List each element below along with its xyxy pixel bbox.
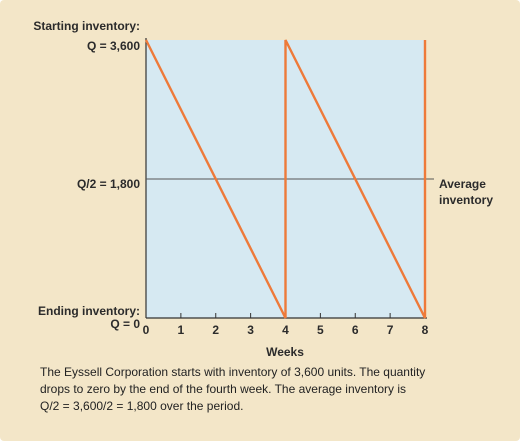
x-axis-title: Weeks: [266, 345, 304, 359]
x-tick-label: 6: [352, 323, 359, 337]
figure-caption: The Eyssell Corporation starts with inve…: [40, 364, 460, 415]
average-inventory-label-line2: inventory: [439, 193, 493, 207]
caption-line-1: The Eyssell Corporation starts with inve…: [40, 365, 426, 379]
x-tick-label: 8: [422, 323, 429, 337]
x-tick-label: 3: [247, 323, 254, 337]
average-inventory-label-line1: Average: [439, 177, 486, 191]
starting-inventory-value: Q = 3,600: [87, 39, 140, 53]
x-tick-label: 4: [282, 323, 289, 337]
caption-line-3: Q/2 = 3,600/2 = 1,800 over the period.: [40, 399, 244, 413]
inventory-series-line: [144, 39, 427, 319]
caption-line-2: drops to zero by the end of the fourth w…: [40, 382, 406, 396]
ending-inventory-value: Q = 0: [110, 317, 140, 331]
x-tick-label: 1: [178, 323, 185, 337]
x-tick-label: 0: [143, 323, 150, 337]
x-tick-label: 5: [317, 323, 324, 337]
starting-inventory-label: Starting inventory:: [33, 19, 140, 33]
ending-inventory-label: Ending inventory:: [38, 304, 140, 318]
x-tick-label: 7: [387, 323, 394, 337]
average-inventory-value-label: Q/2 = 1,800: [77, 177, 140, 191]
x-tick-label: 2: [212, 323, 219, 337]
